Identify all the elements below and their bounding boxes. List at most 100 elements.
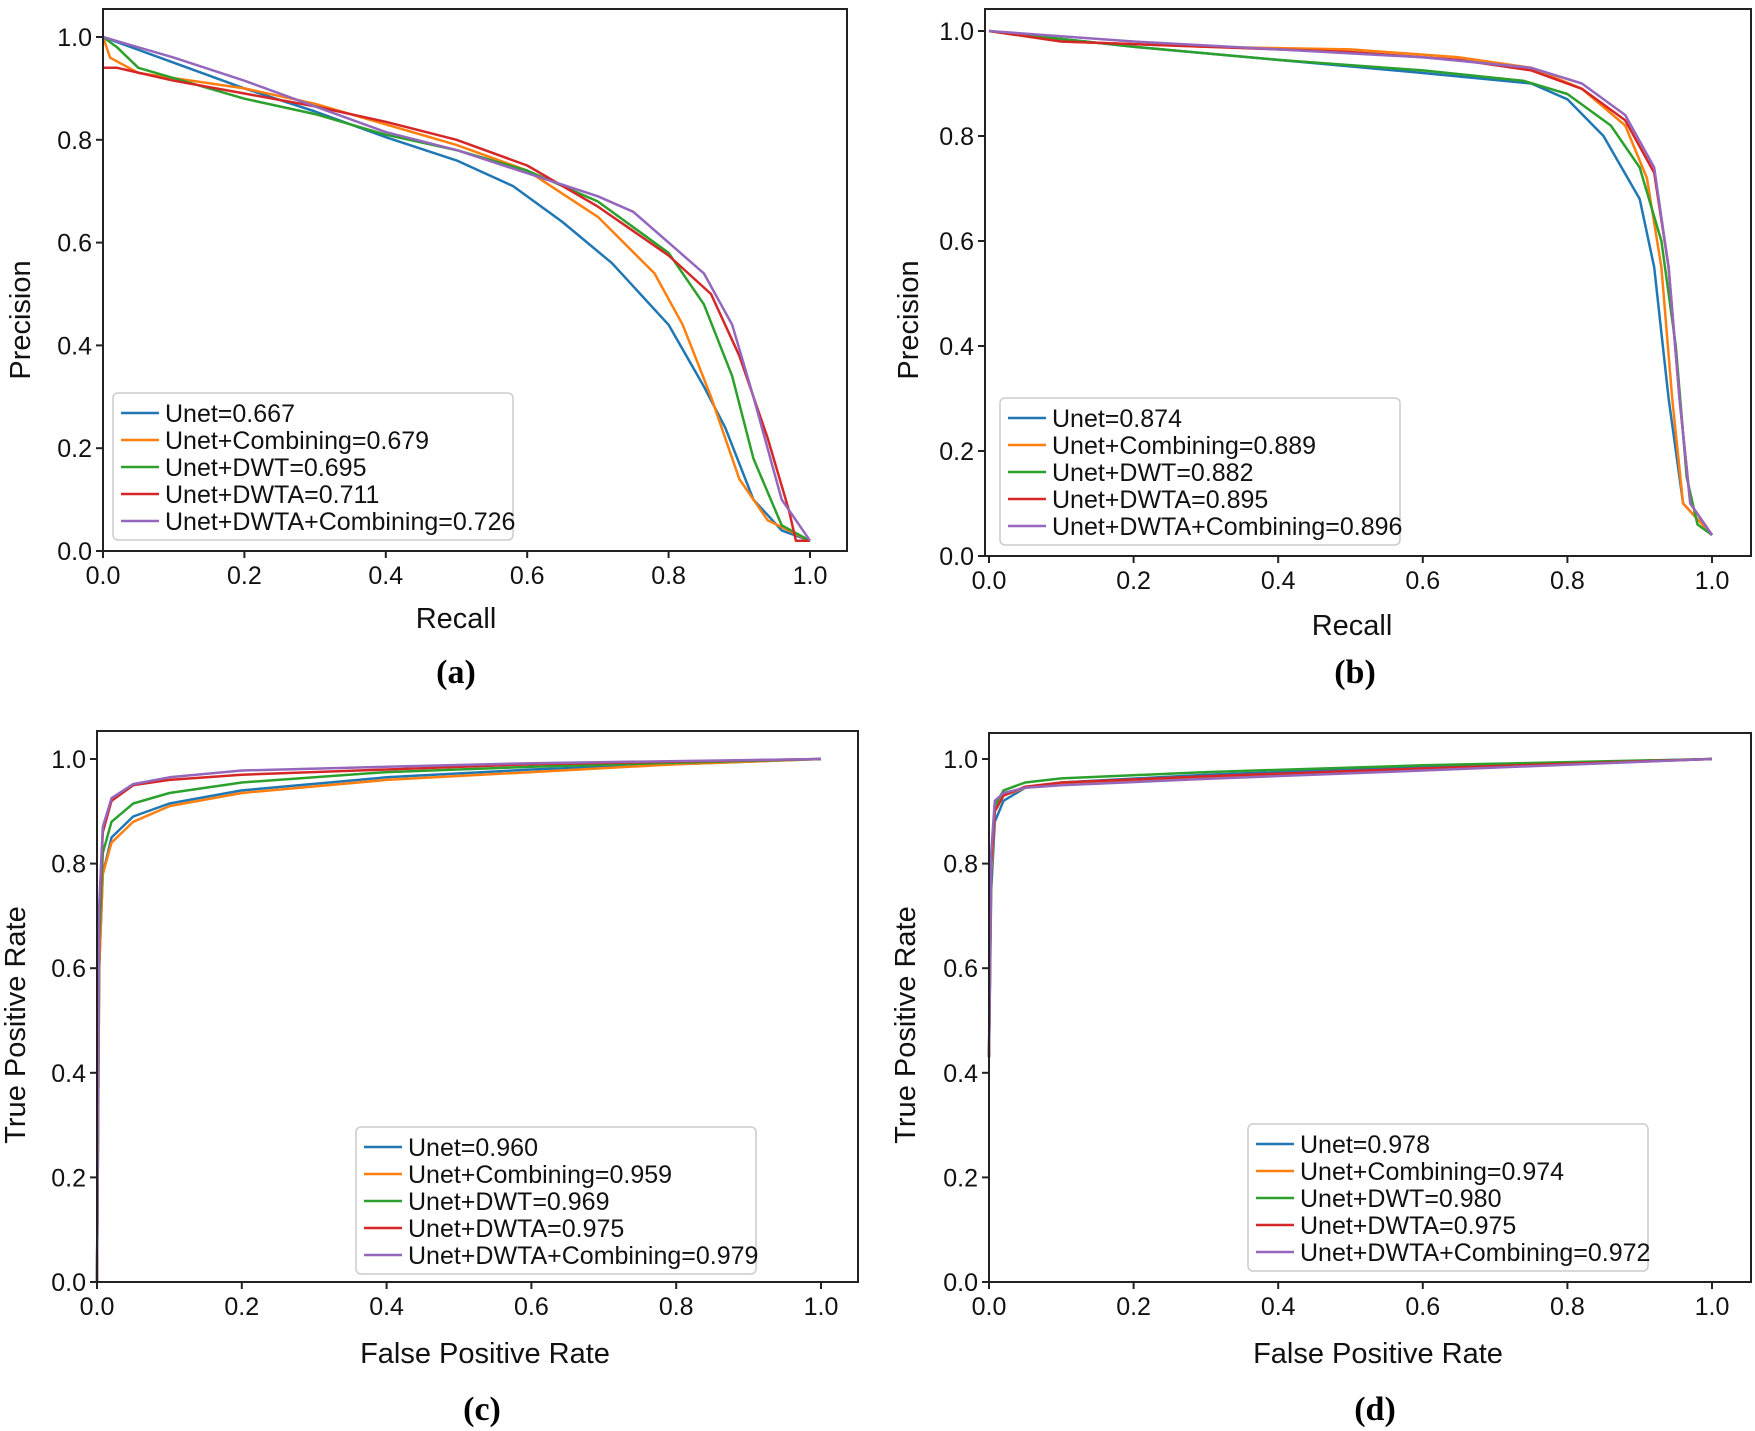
y-tick-label: 0.6 [51, 955, 86, 983]
legend: Unet=0.667Unet+Combining=0.679Unet+DWT=0… [112, 392, 515, 541]
legend-entry: Unet+DWTA+Combining=0.979 [408, 1242, 758, 1270]
panel-caption: (d) [1354, 1391, 1396, 1428]
x-tick-label: 0.2 [1116, 1293, 1151, 1321]
x-tick-label: 0.8 [659, 1293, 694, 1321]
series-line-4 [95, 757, 822, 1283]
legend-entry: Unet+Combining=0.959 [408, 1161, 672, 1189]
series-line-0 [102, 35, 811, 542]
x-axis-label: Recall [1312, 610, 1393, 642]
legend-entry: Unet+DWTA=0.895 [1052, 486, 1268, 514]
legend-entry: Unet+DWTA+Combining=0.726 [165, 508, 515, 536]
x-tick-label: 0.6 [1405, 567, 1440, 595]
x-tick-label: 0.4 [369, 1293, 404, 1321]
y-tick-label: 1.0 [51, 746, 86, 774]
chart-panel-a: 0.00.0 0.2 0.2 0.4 0.4 0.6 0.6 0.8 0.8 1.0 1.0 Reca… [5, 8, 848, 691]
legend-entry: Unet+Combining=0.889 [1052, 432, 1316, 460]
panel-caption: (a) [436, 654, 476, 691]
y-tick-label: 0.8 [51, 851, 86, 879]
legend-entry: Unet=0.978 [1300, 1131, 1430, 1159]
legend-entry: Unet+DWT=0.969 [408, 1188, 610, 1216]
y-tick-label: 1.0 [943, 746, 978, 774]
legend: Unet=0.874Unet+Combining=0.889Unet+DWT=0… [999, 397, 1402, 546]
y-tick-label: 0.2 [51, 1164, 86, 1192]
axes-frame [96, 730, 859, 1283]
legend-entry: Unet+DWTA=0.975 [408, 1215, 624, 1243]
x-tick-label: 0.4 [368, 562, 403, 590]
axes-frame [984, 8, 1752, 557]
y-tick-label: 0.4 [943, 1060, 978, 1088]
y-tick-label: 0.6 [943, 955, 978, 983]
legend: Unet=0.978Unet+Combining=0.974Unet+DWT=0… [1247, 1123, 1650, 1272]
series-line-0 [987, 757, 1713, 1058]
chart-panel-c: 0.00.0 0.2 0.2 0.4 0.4 0.6 0.6 0.8 0.8 1.0 1.0 Fals… [0, 730, 859, 1428]
y-tick-label: 1.0 [57, 24, 92, 52]
x-tick-label: 0.0 [86, 562, 121, 590]
y-tick-label: 0.2 [57, 435, 92, 463]
legend-entry: Unet+DWT=0.980 [1300, 1185, 1502, 1213]
y-axis-label: True Positive Rate [890, 906, 922, 1143]
legend-entry: Unet+DWTA=0.975 [1300, 1212, 1516, 1240]
x-tick-label: 0.6 [510, 562, 545, 590]
x-tick-label: 0.2 [1116, 567, 1151, 595]
legend-entry: Unet+Combining=0.679 [165, 427, 429, 455]
legend-entry: Unet+DWT=0.695 [165, 454, 367, 482]
y-axis-label: True Positive Rate [0, 906, 32, 1143]
x-tick-label: 0.4 [1261, 1293, 1296, 1321]
x-axis-label: False Positive Rate [360, 1338, 610, 1370]
x-tick-label: 0.6 [1405, 1293, 1440, 1321]
series-line-4 [988, 29, 1714, 536]
legend-entry: Unet+DWTA+Combining=0.896 [1052, 513, 1402, 541]
chart-panel-b: 0.00.0 0.2 0.2 0.4 0.4 0.6 0.6 0.8 0.8 1.0 1.0 Reca… [893, 8, 1752, 691]
y-tick-label: 0.4 [51, 1060, 86, 1088]
x-tick-label: 0.6 [514, 1293, 549, 1321]
y-tick-label: 0.0 [51, 1269, 86, 1297]
y-tick-label: 0.2 [939, 438, 974, 466]
y-tick-label: 0.0 [943, 1269, 978, 1297]
legend: Unet=0.960Unet+Combining=0.959Unet+DWT=0… [355, 1126, 758, 1275]
legend-box [355, 1126, 757, 1275]
legend-entry: Unet+DWTA=0.711 [165, 481, 379, 509]
y-tick-label: 1.0 [939, 18, 974, 46]
series-line-4 [987, 757, 1713, 1058]
legend-entry: Unet+DWT=0.882 [1052, 459, 1254, 487]
x-tick-label: 0.2 [224, 1293, 259, 1321]
legend-entry: Unet=0.960 [408, 1134, 538, 1162]
y-tick-label: 0.6 [57, 230, 92, 258]
legend-box [999, 397, 1401, 546]
x-tick-label: 0.0 [80, 1293, 115, 1321]
legend-entry: Unet=0.667 [165, 400, 295, 428]
y-tick-label: 0.8 [57, 127, 92, 155]
x-tick-label: 0.0 [972, 1293, 1007, 1321]
x-tick-label: 0.0 [972, 567, 1007, 595]
legend-entry: Unet+Combining=0.974 [1300, 1158, 1564, 1186]
y-axis-label: Precision [893, 260, 925, 379]
y-tick-label: 0.8 [943, 851, 978, 879]
x-tick-label: 0.4 [1261, 567, 1296, 595]
x-tick-label: 0.2 [227, 562, 262, 590]
series-line-4 [102, 35, 812, 542]
x-tick-label: 1.0 [804, 1293, 839, 1321]
y-axis-label: Precision [5, 260, 37, 379]
y-tick-label: 0.4 [57, 332, 92, 360]
x-tick-label: 0.8 [1550, 567, 1585, 595]
series-line-2 [102, 35, 811, 542]
x-tick-label: 1.0 [793, 562, 828, 590]
y-tick-label: 0.0 [57, 538, 92, 566]
x-tick-label: 1.0 [1695, 1293, 1730, 1321]
axes-frame [988, 732, 1752, 1283]
legend-box [112, 392, 514, 541]
panel-caption: (c) [463, 1391, 501, 1428]
x-axis-label: Recall [416, 603, 497, 635]
legend-entry: Unet+DWTA+Combining=0.972 [1300, 1239, 1650, 1267]
y-tick-label: 0.6 [939, 228, 974, 256]
series-line-3 [987, 757, 1713, 1058]
axes-frame [102, 8, 848, 552]
series-line-2 [987, 757, 1713, 1058]
x-tick-label: 0.8 [651, 562, 686, 590]
legend-entry: Unet=0.874 [1052, 405, 1182, 433]
x-tick-label: 0.8 [1550, 1293, 1585, 1321]
panel-caption: (b) [1334, 654, 1376, 691]
y-tick-label: 0.4 [939, 333, 974, 361]
series-line-1 [987, 757, 1713, 1058]
